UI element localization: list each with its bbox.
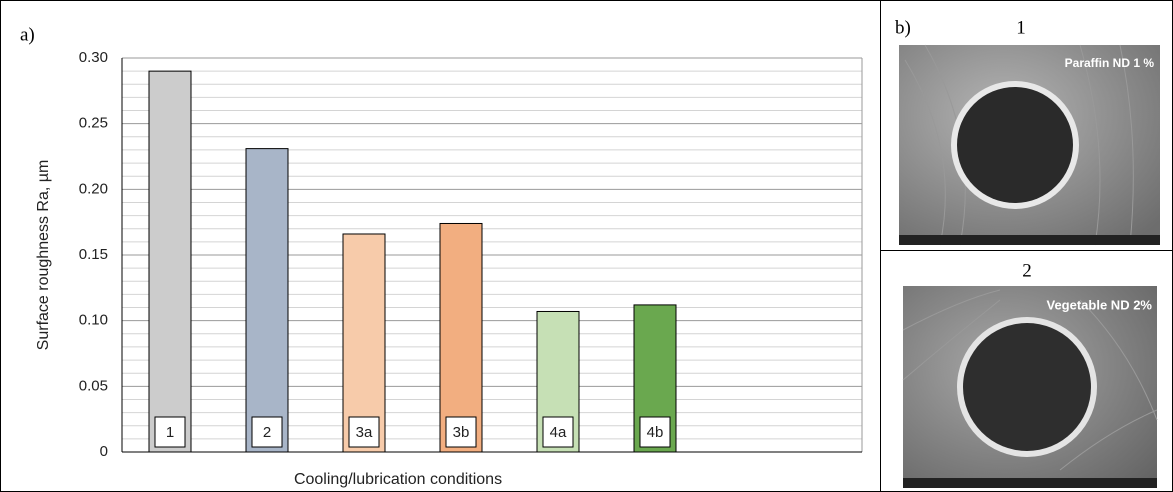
image-number: 1: [1016, 17, 1026, 38]
category-box: [154, 416, 186, 448]
category-box: [251, 416, 283, 448]
y-tick-label: 0: [100, 443, 108, 460]
y-tick-label: 0.30: [79, 49, 108, 66]
x-tick-label: 3a: [356, 424, 373, 441]
y-axis-label: Surface roughness Ra, µm: [35, 160, 52, 351]
x-axis-label: Cooling/lubrication conditions: [294, 471, 502, 488]
image-caption: Vegetable ND 2%: [1047, 297, 1153, 312]
bar: [439, 222, 483, 453]
y-tick-label: 0.10: [79, 312, 108, 329]
category-box: [445, 416, 477, 448]
x-tick-label: 3b: [453, 424, 470, 441]
bar: [245, 148, 289, 453]
x-tick-label: 1: [166, 424, 174, 441]
image-caption: Paraffin ND 1 %: [1065, 56, 1155, 70]
category-box: [348, 416, 380, 448]
image-number: 2: [1022, 260, 1032, 281]
y-tick-label: 0.05: [79, 377, 108, 394]
y-tick-label: 0.15: [79, 246, 108, 263]
bar: [342, 233, 386, 453]
category-box: [639, 416, 671, 448]
x-tick-label: 4b: [647, 424, 664, 441]
y-tick-label: 0.20: [79, 180, 108, 197]
y-tick-label: 0.25: [79, 115, 108, 132]
sem-image: Vegetable ND 2%: [902, 286, 1158, 488]
chart: 0 0.05 0.10 0.15 0.20 0.25 0.30 1 2 3a 3b 4a 4b Cooli…: [35, 49, 863, 488]
panel-label: b): [895, 17, 911, 38]
panel-label: a): [20, 24, 35, 45]
x-tick-label: 2: [263, 424, 271, 441]
category-box: [542, 416, 574, 448]
x-tick-label: 4a: [550, 424, 567, 441]
bar: [148, 70, 192, 453]
sem-image: Paraffin ND 1 %: [899, 44, 1160, 246]
